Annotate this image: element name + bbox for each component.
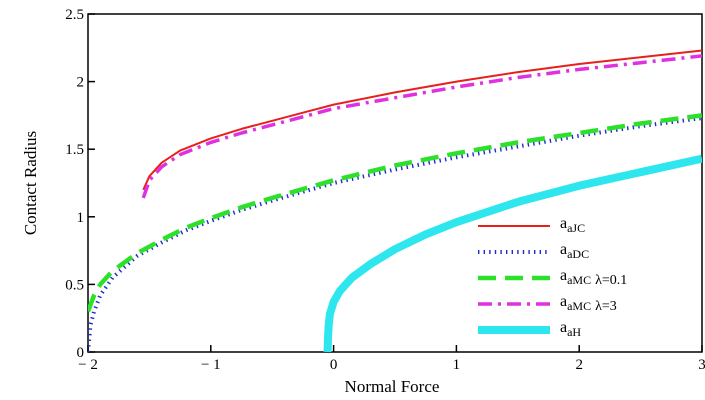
y-tick-label: 2 xyxy=(77,75,85,91)
x-tick-label: − 2 xyxy=(78,357,98,373)
x-tick-label: 0 xyxy=(330,357,338,373)
legend-label-1: aaJC xyxy=(560,215,585,235)
series-line-1 xyxy=(142,49,702,191)
x-tick-label: 3 xyxy=(698,357,705,373)
y-tick-label: 0.5 xyxy=(65,277,84,293)
x-tick-label: − 1 xyxy=(201,357,221,373)
y-tick-label: 1 xyxy=(77,210,85,226)
series-line-4 xyxy=(141,54,702,199)
x-tick-label: 2 xyxy=(575,357,583,373)
legend-label-3: aaMC λ=0.1 xyxy=(560,267,627,288)
y-tick-label: 2.5 xyxy=(65,7,84,23)
legend-label-5: aaH xyxy=(560,319,581,339)
series-line-3 xyxy=(88,113,702,313)
series-line-5 xyxy=(323,154,702,352)
y-tick-label: 0 xyxy=(77,345,85,361)
plot-frame xyxy=(87,13,703,353)
legend-label-2: aaDC xyxy=(560,241,589,261)
series-line-2 xyxy=(88,116,702,352)
x-axis-title: Normal Force xyxy=(345,377,440,396)
y-tick-label: 1.5 xyxy=(65,142,84,158)
y-axis-title: Contact Radius xyxy=(21,131,40,235)
legend-label-4: aaMC λ=3 xyxy=(560,293,617,314)
x-tick-label: 1 xyxy=(453,357,461,373)
